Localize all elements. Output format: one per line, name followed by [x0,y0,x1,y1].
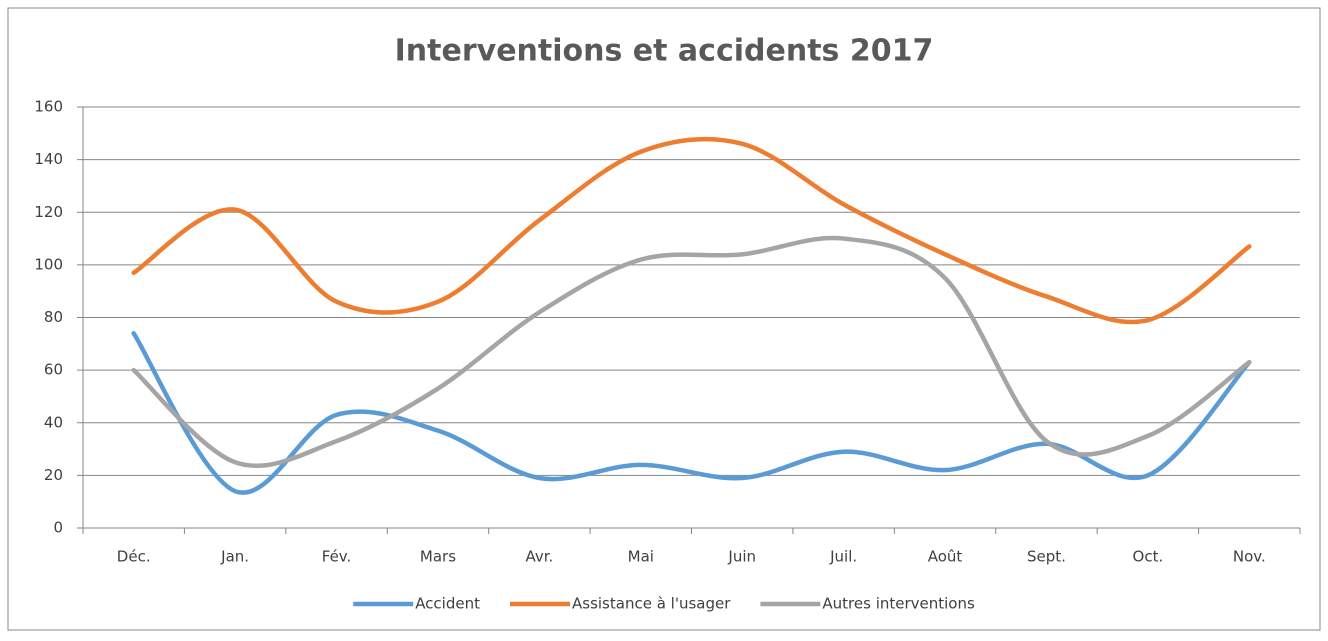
legend-label: Accident [415,595,480,613]
y-tick-label: 0 [53,519,63,537]
x-tick-label: Août [928,548,963,566]
y-tick-label: 160 [34,98,63,116]
legend-label: Autres interventions [822,595,975,613]
y-tick-label: 140 [34,150,63,168]
series-line [131,235,1252,468]
x-tick-label: Jan. [220,548,249,566]
series-line [131,136,1252,325]
y-tick-label: 40 [44,413,63,431]
chart-border [7,7,1321,631]
x-tick-label: Mars [420,548,456,566]
y-tick-label: 120 [34,203,63,221]
x-tick-label: Déc. [117,548,151,566]
y-tick-label: 20 [44,466,63,484]
x-tick-label: Nov. [1233,548,1266,566]
series-line [131,331,1252,495]
legend-label: Assistance à l'usager [572,595,731,613]
x-tick-label: Juil. [829,548,857,566]
x-tick-label: Sept. [1027,548,1066,566]
y-tick-label: 100 [34,255,63,273]
x-tick-label: Juin [727,548,756,566]
x-tick-label: Oct. [1133,548,1164,566]
y-tick-label: 60 [44,361,63,379]
y-tick-label: 80 [44,308,63,326]
x-tick-label: Mai [628,548,654,566]
x-tick-label: Avr. [525,548,553,566]
chart-title: Interventions et accidents 2017 [395,34,934,69]
x-tick-label: Fév. [322,548,352,566]
